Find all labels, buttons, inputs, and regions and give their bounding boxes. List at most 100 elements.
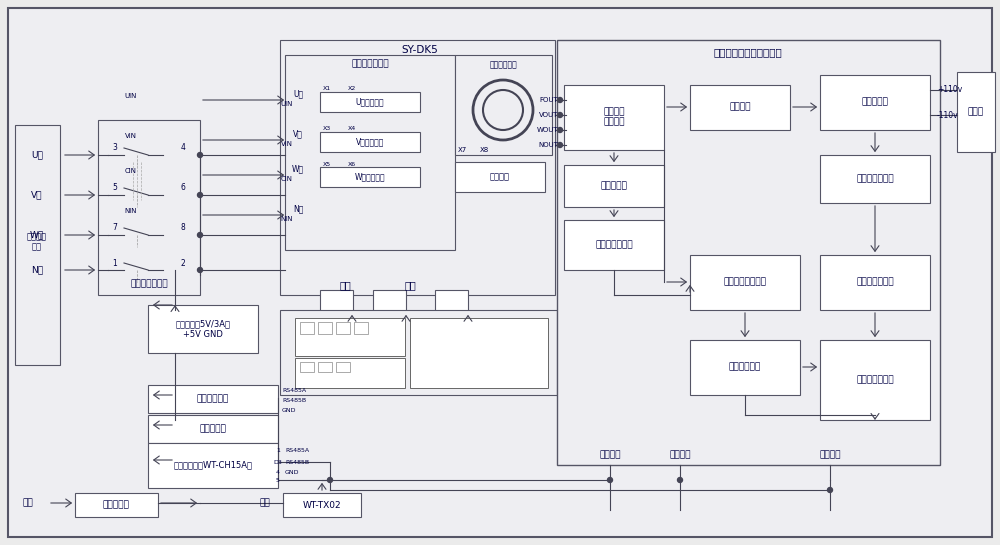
Bar <box>148 443 278 488</box>
Text: 油泵电机部分: 油泵电机部分 <box>729 362 761 372</box>
Circle shape <box>678 477 682 482</box>
Text: 5: 5 <box>113 184 117 192</box>
Text: W相: W相 <box>30 231 44 239</box>
Text: X4: X4 <box>348 126 356 131</box>
Text: NIN: NIN <box>124 208 137 214</box>
Bar <box>318 362 332 372</box>
Text: 6: 6 <box>181 184 185 192</box>
Text: X3: X3 <box>323 126 331 131</box>
Circle shape <box>198 153 202 158</box>
Text: 状态采集: 状态采集 <box>669 451 691 459</box>
Text: X1: X1 <box>323 87 331 92</box>
Text: X2: X2 <box>348 87 356 92</box>
Text: 7: 7 <box>113 223 117 233</box>
Bar <box>690 255 800 310</box>
Bar <box>280 40 555 295</box>
Text: 故障模拟器（WT-CH15A）: 故障模拟器（WT-CH15A） <box>174 461 252 469</box>
Text: RS485B: RS485B <box>282 397 306 403</box>
Text: V相: V相 <box>31 191 43 199</box>
Bar <box>320 132 420 152</box>
Text: N相: N相 <box>31 265 43 275</box>
Text: 1: 1 <box>113 258 117 268</box>
Bar <box>75 493 158 517</box>
Circle shape <box>198 192 202 197</box>
Text: 语音计时器板: 语音计时器板 <box>197 395 229 403</box>
Text: 考试计时: 考试计时 <box>599 451 621 459</box>
Text: 总漏检测线圈: 总漏检测线圈 <box>489 60 517 70</box>
Bar <box>455 162 545 192</box>
Text: D3: D3 <box>274 459 282 464</box>
Bar <box>148 385 278 413</box>
Bar <box>15 125 60 365</box>
Bar <box>455 55 552 155</box>
Bar <box>564 165 664 207</box>
Text: X6: X6 <box>348 161 356 167</box>
Text: NIN: NIN <box>281 216 293 222</box>
Bar <box>320 92 420 112</box>
Text: U相: U相 <box>293 89 303 99</box>
Text: RS485B: RS485B <box>285 459 309 464</box>
Bar <box>336 362 350 372</box>
Text: 3: 3 <box>113 143 117 153</box>
Bar <box>820 340 930 420</box>
Bar <box>557 40 940 465</box>
Text: 隔合闸指示部分: 隔合闸指示部分 <box>856 277 894 287</box>
Text: 模拟断路器部分: 模拟断路器部分 <box>856 376 894 385</box>
Circle shape <box>828 487 832 493</box>
Text: VIN: VIN <box>125 133 137 139</box>
Text: 故障采集器: 故障采集器 <box>200 425 226 433</box>
Text: 中间继电器部分: 中间继电器部分 <box>856 174 894 184</box>
Circle shape <box>328 477 332 482</box>
Text: +110v: +110v <box>937 86 962 94</box>
Circle shape <box>558 112 562 118</box>
Bar <box>280 310 557 395</box>
Circle shape <box>198 233 202 238</box>
Circle shape <box>558 142 562 148</box>
Text: 交流电源
开关部分: 交流电源 开关部分 <box>603 107 625 126</box>
Text: CIN: CIN <box>125 168 137 174</box>
Bar <box>354 322 368 334</box>
Circle shape <box>558 98 562 102</box>
Bar <box>820 255 930 310</box>
Text: GND: GND <box>285 470 300 475</box>
Text: W相过流保护: W相过流保护 <box>355 173 385 181</box>
Circle shape <box>608 477 612 482</box>
Bar <box>285 55 455 250</box>
Bar <box>148 305 258 353</box>
Text: 转换开关: 转换开关 <box>729 102 751 112</box>
Text: RS485A: RS485A <box>285 447 309 452</box>
Bar <box>336 322 350 334</box>
Bar <box>820 75 930 130</box>
Bar <box>320 167 420 187</box>
Text: 启动: 启动 <box>339 280 351 290</box>
Text: 开关电源（5V/3A）
+5V GND: 开关电源（5V/3A） +5V GND <box>176 319 230 338</box>
Text: 4: 4 <box>276 469 280 475</box>
Bar <box>295 318 405 356</box>
Text: NOUT: NOUT <box>538 142 558 148</box>
Text: 电源连线
插头: 电源连线 插头 <box>27 232 47 252</box>
Text: V相过流保护: V相过流保护 <box>356 137 384 147</box>
Text: 8: 8 <box>181 223 185 233</box>
Text: 故障模拟: 故障模拟 <box>819 451 841 459</box>
Bar <box>373 290 406 320</box>
Text: RS485A: RS485A <box>282 387 306 392</box>
Bar <box>820 155 930 203</box>
Text: SY-DK5: SY-DK5 <box>402 45 438 55</box>
Text: 停止: 停止 <box>404 280 416 290</box>
Text: U相过流保护: U相过流保护 <box>356 98 384 106</box>
Text: 网络: 网络 <box>260 499 270 507</box>
Text: X5: X5 <box>323 161 331 167</box>
Bar <box>318 322 332 334</box>
Text: 市电: 市电 <box>23 499 33 507</box>
Text: 打压电机控制部分: 打压电机控制部分 <box>724 277 767 287</box>
Text: 分相断路器: 分相断路器 <box>862 98 888 106</box>
Text: X7: X7 <box>457 147 467 153</box>
Text: X8: X8 <box>479 147 489 153</box>
Bar <box>564 220 664 270</box>
Text: GND: GND <box>282 408 296 413</box>
Text: 复置控制器: 复置控制器 <box>601 181 627 191</box>
Bar <box>295 358 405 388</box>
Text: CIN: CIN <box>281 176 293 182</box>
Text: WT-TX02: WT-TX02 <box>303 500 341 510</box>
Text: N相: N相 <box>293 204 303 214</box>
